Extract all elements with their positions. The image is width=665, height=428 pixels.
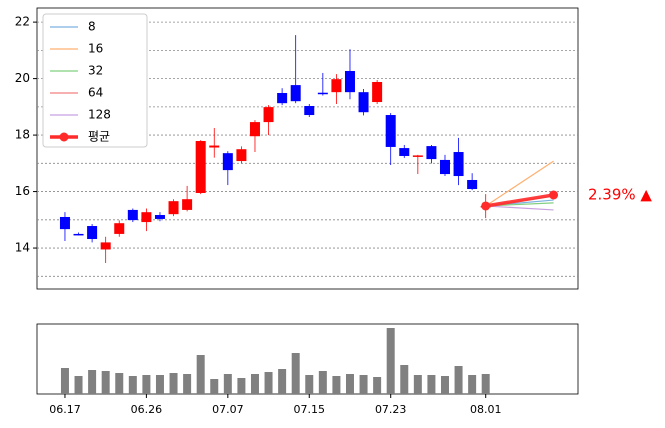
main-frame	[36, 7, 579, 290]
legend-label: 16	[88, 42, 103, 56]
candle-body	[127, 209, 138, 221]
volume-bar	[427, 375, 436, 394]
legend: 8 16 32 64 128 평균	[42, 13, 148, 148]
legend-marker	[59, 132, 69, 142]
volume-bar	[345, 374, 354, 394]
volume-bar	[88, 370, 97, 394]
candle-body	[331, 79, 342, 93]
volume-bar	[400, 365, 409, 394]
candle-body	[304, 105, 315, 116]
candle-body	[372, 81, 383, 103]
candle-body	[222, 153, 233, 171]
volume-bar	[169, 373, 178, 394]
candle-body	[87, 226, 98, 240]
candle-body	[439, 159, 450, 175]
volume-bar	[210, 379, 219, 394]
candle-body	[59, 216, 70, 230]
legend-label: 8	[88, 20, 96, 34]
legend-label: 64	[88, 86, 103, 100]
volume-bar	[250, 374, 259, 394]
x-tick-label: 07.07	[212, 403, 244, 416]
y-tick-label: 14	[15, 241, 30, 255]
volume-bar	[413, 375, 422, 394]
volume-bar	[115, 373, 124, 394]
candle-body	[168, 201, 179, 215]
candle-body	[73, 233, 84, 236]
candle-body	[114, 223, 125, 234]
candle-body	[453, 152, 464, 177]
volume-bar	[454, 366, 463, 394]
forecast-line	[485, 160, 554, 207]
candle-body	[467, 179, 478, 190]
forecast-point	[481, 201, 491, 211]
volume-bar	[291, 353, 300, 394]
volume-bar	[142, 375, 151, 394]
forecast-average	[485, 193, 554, 208]
volume-bar	[305, 375, 314, 394]
x-tick-label: 06.17	[49, 403, 81, 416]
y-tick-label: 20	[15, 71, 30, 85]
x-tick-label: 06.26	[131, 403, 163, 416]
candle-body	[412, 155, 423, 157]
volume-bar	[332, 376, 341, 394]
change-label: 2.39% ▲	[588, 185, 652, 203]
candle-body	[317, 92, 328, 95]
legend-box	[42, 13, 148, 148]
candle-body	[236, 149, 247, 162]
volume-bar	[468, 375, 477, 394]
candle-body	[263, 107, 274, 123]
candle-body	[344, 70, 355, 93]
candle-body	[277, 93, 288, 104]
candle-body	[182, 199, 193, 210]
candle-body	[358, 92, 369, 113]
volume-bar	[74, 376, 83, 394]
x-tick-label: 08.01	[470, 403, 502, 416]
candle-body	[385, 115, 396, 147]
volume-bar	[128, 376, 137, 394]
volume-bar	[278, 369, 287, 394]
y-tick-label: 18	[15, 128, 30, 142]
volume-bar	[101, 371, 110, 394]
volume-bar	[386, 328, 395, 394]
candle-body	[209, 145, 220, 148]
volume-bar	[440, 376, 449, 394]
volume-bar	[183, 374, 192, 394]
volume-bar	[318, 371, 327, 394]
candle-body	[154, 215, 165, 219]
candle-body	[100, 242, 111, 250]
volume-bar	[223, 374, 232, 394]
volume-bar	[155, 375, 164, 394]
x-tick-label: 07.15	[294, 403, 326, 416]
volume-bar	[373, 377, 382, 394]
candle-body	[195, 141, 206, 193]
legend-label: 32	[88, 64, 103, 78]
volume-bar	[264, 372, 273, 394]
candle-body	[399, 148, 410, 156]
volume-bar	[60, 368, 69, 394]
forecast-point	[549, 190, 559, 200]
forecast-line	[485, 205, 554, 211]
y-tick-label: 22	[15, 15, 30, 29]
volume-bar	[196, 355, 205, 394]
volume-bar	[359, 375, 368, 394]
volume-bar	[237, 378, 246, 394]
volume-bar	[481, 374, 490, 394]
x-tick-label: 07.23	[375, 403, 407, 416]
y-tick-label: 16	[15, 184, 30, 198]
legend-label: 128	[88, 108, 111, 122]
candle-body	[290, 85, 301, 102]
candle-body	[249, 122, 260, 137]
candle-body	[141, 212, 152, 223]
legend-label: 평균	[88, 130, 110, 144]
candle-body	[426, 146, 437, 160]
